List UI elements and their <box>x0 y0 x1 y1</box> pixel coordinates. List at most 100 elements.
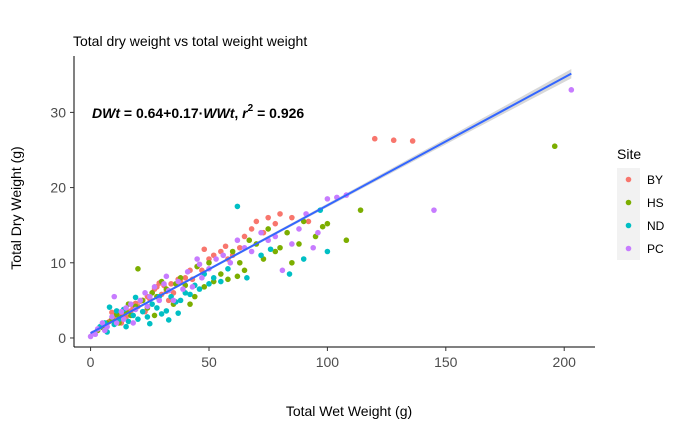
legend-items: BY HS ND PC <box>617 168 665 260</box>
data-point-pc <box>113 320 120 326</box>
data-point-by <box>289 214 295 221</box>
data-point-pc <box>234 237 241 244</box>
data-point-nd <box>187 291 193 298</box>
data-point-by <box>201 246 208 253</box>
data-point-pc <box>101 327 108 334</box>
data-point-pc <box>130 320 137 326</box>
data-point-by <box>222 243 229 250</box>
data-point-by <box>248 226 255 232</box>
data-point-pc <box>324 196 331 202</box>
data-point-by <box>182 275 189 281</box>
data-point-pc <box>227 259 234 266</box>
data-point-hs <box>241 267 248 274</box>
data-point-pc <box>118 308 125 315</box>
data-point-nd <box>163 308 170 314</box>
data-point-pc <box>120 316 127 322</box>
data-point-pc <box>142 290 148 296</box>
data-point-by <box>109 309 115 316</box>
x-tick-label: 100 <box>316 354 340 370</box>
plot-panel: 0 50 100 150 200 0 10 20 30 DWt = 0.64+0.17·WWt… <box>50 56 595 370</box>
data-point-nd <box>125 318 132 325</box>
data-point-hs <box>225 276 231 283</box>
x-axis-label: Total Wet Weight (g) <box>286 403 412 419</box>
equation-lhs: DWt <box>92 105 121 121</box>
legend-label-pc: PC <box>647 242 664 256</box>
data-point-pc <box>194 256 200 262</box>
data-point-pc <box>196 261 203 268</box>
data-point-nd <box>177 297 184 304</box>
data-point-nd <box>130 312 137 319</box>
legend-label-nd: ND <box>647 219 665 233</box>
data-point-nd <box>158 311 165 317</box>
data-point-hs <box>272 248 279 255</box>
data-point-nd <box>225 265 231 272</box>
data-point-pc <box>128 301 134 307</box>
data-point-hs <box>343 237 350 244</box>
data-point-pc <box>568 87 575 93</box>
data-point-hs <box>206 259 212 266</box>
equation-value: = 0.926 <box>253 105 304 121</box>
data-point-nd <box>324 248 331 255</box>
y-tick-label: 0 <box>58 330 66 346</box>
data-point-pc <box>137 297 144 304</box>
data-point-hs <box>135 265 141 272</box>
data-point-pc <box>220 252 226 259</box>
x-tick-label: 200 <box>553 354 577 370</box>
data-point-nd <box>149 301 155 307</box>
chart-title: Total dry weight vs total weight weight <box>73 33 307 49</box>
data-point-nd <box>175 310 181 316</box>
data-point-pc <box>315 229 321 236</box>
legend: Site BY HS ND PC <box>617 146 665 260</box>
data-point-pc <box>279 267 286 274</box>
data-point-pc <box>296 226 302 232</box>
equation-var: WWt <box>203 105 235 121</box>
data-point-hs <box>319 223 326 230</box>
legend-key-pc <box>625 245 632 252</box>
x-tick-label: 50 <box>201 354 217 370</box>
data-point-nd <box>132 294 139 301</box>
data-point-nd <box>135 316 141 322</box>
legend-key-by <box>625 176 632 183</box>
data-point-hs <box>246 237 253 244</box>
data-point-nd <box>113 308 120 314</box>
legend-label-by: BY <box>647 173 663 187</box>
legend-key-nd <box>625 222 632 229</box>
data-point-hs <box>201 284 208 290</box>
x-tick-label: 0 <box>87 354 95 370</box>
data-point-by <box>305 218 312 225</box>
data-point-pc <box>146 293 153 300</box>
legend-title: Site <box>617 146 641 162</box>
legend-label-hs: HS <box>647 196 664 210</box>
data-point-hs <box>151 312 158 319</box>
equation-sep: , <box>234 105 242 121</box>
data-point-hs <box>277 244 283 251</box>
data-point-pc <box>199 275 205 281</box>
legend-key-hs <box>625 199 632 206</box>
regression-equation: DWt = 0.64+0.17·WWt, r2 = 0.926 <box>92 103 304 121</box>
y-tick-label: 10 <box>50 255 66 271</box>
data-point-nd <box>123 323 129 330</box>
data-point-by <box>409 138 416 144</box>
data-point-pc <box>156 297 163 304</box>
data-point-nd <box>267 246 274 253</box>
data-point-pc <box>144 303 151 310</box>
data-point-pc <box>163 273 170 280</box>
y-axis-ticks: 0 10 20 30 <box>50 104 74 346</box>
data-point-pc <box>289 241 295 247</box>
data-point-pc <box>431 207 437 213</box>
data-point-hs <box>284 229 290 236</box>
data-point-hs <box>229 248 236 255</box>
data-point-nd <box>196 286 203 292</box>
data-point-pc <box>213 256 219 262</box>
y-tick-label: 20 <box>50 180 66 196</box>
data-point-hs <box>300 218 307 225</box>
data-point-nd <box>286 271 293 277</box>
data-point-hs <box>218 271 224 277</box>
data-point-nd <box>218 278 224 285</box>
x-axis-ticks: 0 50 100 150 200 <box>87 347 576 370</box>
data-point-hs <box>324 220 331 227</box>
data-point-by <box>241 233 248 240</box>
data-point-by <box>272 220 279 227</box>
x-tick-label: 150 <box>434 354 458 370</box>
